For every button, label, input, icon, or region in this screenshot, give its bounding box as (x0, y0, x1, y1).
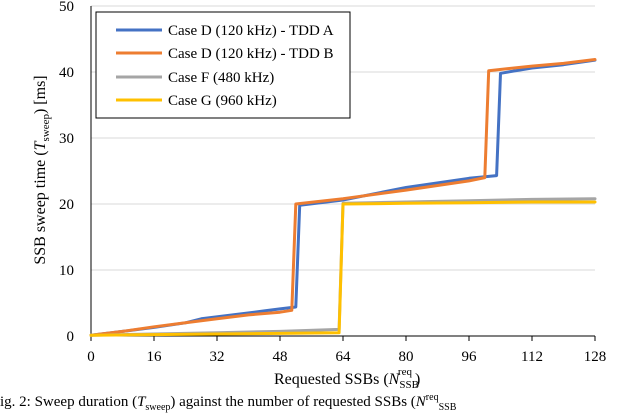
y-tick-labels: 0 10 20 30 40 50 (59, 0, 74, 345)
x-tick-label: 112 (521, 349, 543, 365)
series-lines (89, 58, 597, 337)
legend-label-series-3: Case F (480 kHz) (168, 70, 274, 86)
x-tick-label: 80 (399, 349, 414, 365)
y-axis-title: SSB sweep time (Tsweep) [ms] (32, 75, 52, 264)
y-tick-label: 50 (59, 0, 74, 15)
x-axis-title: Requested SSBs (NSSBreq) (274, 366, 420, 390)
figure-caption: ig. 2: Sweep duration (Tsweep) against t… (0, 392, 457, 413)
x-tick-label: 32 (210, 349, 225, 365)
sweep-time-chart: 0 10 20 30 40 50 0 16 32 48 64 80 96 112 128 Case D (… (32, 0, 606, 390)
legend: Case D (120 kHz) - TDD A Case D (120 kHz… (95, 11, 351, 119)
y-tick-label: 30 (59, 131, 74, 147)
x-tick-label: 0 (87, 349, 95, 365)
legend-label-series-4: Case G (960 kHz) (168, 93, 277, 109)
y-tick-label: 0 (67, 329, 75, 345)
legend-label-series-2: Case D (120 kHz) - TDD B (168, 46, 334, 62)
x-tick-label: 48 (273, 349, 288, 365)
y-tick-label: 40 (59, 65, 74, 81)
y-tick-label: 20 (59, 197, 74, 213)
y-tick-label: 10 (59, 263, 74, 279)
x-tick-labels: 0 16 32 48 64 80 96 112 128 (87, 349, 606, 365)
series-line-4 (89, 200, 597, 337)
x-tick-label: 128 (584, 349, 607, 365)
x-tick-label: 96 (462, 349, 478, 365)
legend-label-series-1: Case D (120 kHz) - TDD A (168, 23, 334, 39)
axes (90, 6, 596, 341)
x-tick-label: 16 (147, 349, 163, 365)
series-line-2 (89, 58, 597, 337)
x-tick-label: 64 (336, 349, 352, 365)
